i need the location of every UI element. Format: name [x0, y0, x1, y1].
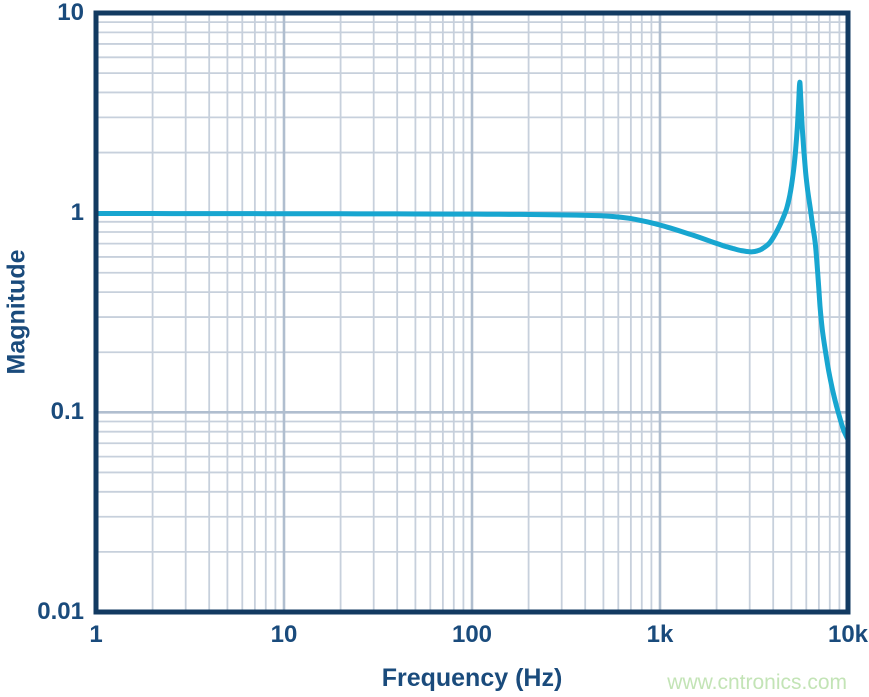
- y-tick-0-1: 0.1: [50, 398, 84, 425]
- x-tick-10: 10: [270, 621, 298, 648]
- x-tick-10k: 10k: [827, 621, 869, 648]
- plot-frame: [93, 10, 851, 615]
- x-tick-1k: 1k: [646, 621, 674, 648]
- x-axis-title: Frequency (Hz): [381, 664, 563, 692]
- magnitude-response-curve: [93, 79, 851, 443]
- y-tick-1: 1: [70, 199, 84, 226]
- watermark-text: www.cntronics.com: [667, 671, 847, 694]
- y-axis-title: Magnitude: [2, 249, 31, 375]
- x-tick-1: 1: [89, 621, 103, 648]
- y-tick-10: 10: [57, 0, 84, 26]
- y-tick-0-01: 0.01: [37, 598, 84, 625]
- x-tick-100: 100: [451, 621, 493, 648]
